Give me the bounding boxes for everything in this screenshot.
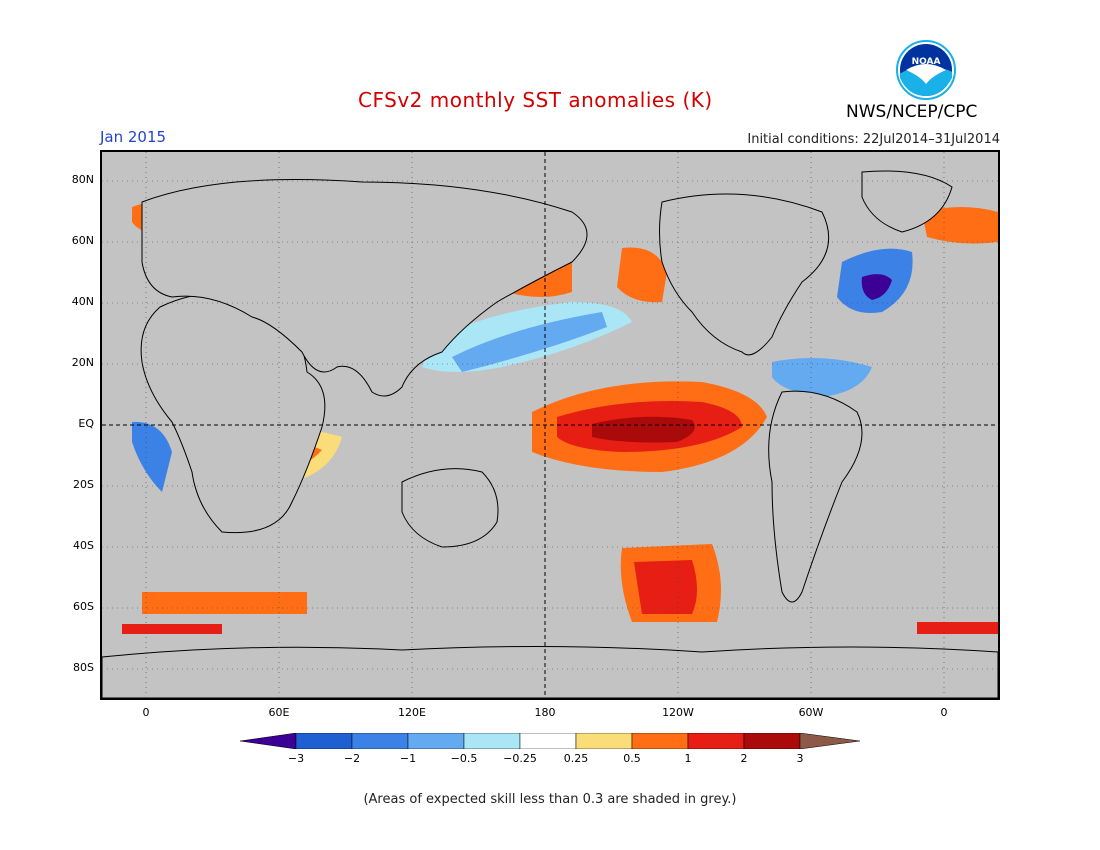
colorbar-label-2: 2 [740, 752, 748, 765]
lat-label-40n: 40N [71, 295, 94, 308]
colorbar-segment-gt-3 [799, 733, 861, 749]
sst-anomaly-map [100, 150, 1000, 700]
continent-greenland [861, 170, 953, 233]
lat-label-eq: EQ [78, 417, 94, 430]
lon-label-0: 0 [142, 706, 150, 719]
colorbar-label-neg0-25: −0.25 [503, 752, 537, 765]
colorbar-segment-0.5-1 [631, 733, 689, 749]
lon-label-0-east: 0 [940, 706, 948, 719]
forecast-month: Jan 2015 [100, 128, 167, 146]
colorbar-segment--1--0.5 [407, 733, 465, 749]
continent-eurasia [141, 179, 588, 397]
initial-conditions: Initial conditions: 22Jul2014–31Jul2014 [747, 132, 1000, 147]
graticule [102, 152, 998, 698]
continent-antarctica [102, 645, 998, 698]
anomaly-north-pacific-warm-east [617, 247, 667, 303]
anomaly-nw-pacific-blue [452, 312, 607, 372]
anomaly-south-indian-red [122, 624, 222, 634]
colorbar [240, 733, 861, 749]
lon-label-120w: 120W [662, 706, 694, 719]
continent-australia [401, 468, 499, 548]
lat-label-80s: 80S [73, 661, 94, 674]
colorbar-segment-2-3 [743, 733, 801, 749]
colorbar-label-neg0-5: −0.5 [450, 752, 478, 765]
colorbar-segment--2--1 [351, 733, 409, 749]
lon-label-120e: 120E [398, 706, 426, 719]
logo-text: NOAA [912, 57, 941, 67]
lat-label-20n: 20N [71, 356, 94, 369]
colorbar-segment-lt-3 [240, 733, 297, 749]
map-canvas [102, 152, 998, 698]
colorbar-segment-0.25-0.5 [575, 733, 633, 749]
lat-label-20s: 20S [73, 478, 94, 491]
skill-footnote: (Areas of expected skill less than 0.3 a… [363, 792, 737, 807]
lat-label-60s: 60S [73, 600, 94, 613]
colorbar-label-neg2: −2 [343, 752, 361, 765]
anomaly-tropical-atlantic-cool [772, 358, 872, 397]
anomaly-eq-pacific-core [592, 416, 695, 443]
colorbar-label-0-5: 0.5 [623, 752, 641, 765]
lon-label-60e: 60E [268, 706, 290, 719]
lon-label-180: 180 [534, 706, 556, 719]
map-title: CFSv2 monthly SST anomalies (K) [358, 88, 713, 112]
anomaly-south-pacific-hot [634, 560, 697, 614]
lat-label-40s: 40S [73, 539, 94, 552]
noaa-logo-icon: NOAA [896, 40, 956, 100]
colorbar-segment-1-2 [687, 733, 745, 749]
anomaly-south-atlantic-red [917, 622, 998, 634]
colorbar-segment--0.5--0.25 [463, 733, 521, 749]
reference-lines [102, 152, 998, 698]
lon-label-60w: 60W [798, 706, 824, 719]
colorbar-label-neg3: −3 [287, 752, 305, 765]
colorbar-segment--3--2 [295, 733, 353, 749]
anomaly-sw-africa-cool [132, 421, 172, 492]
colorbar-label-0-25: 0.25 [563, 752, 589, 765]
colorbar-label-1: 1 [684, 752, 692, 765]
continent-north-america [659, 193, 830, 356]
colorbar-segment--0.25-0.25 [519, 733, 577, 749]
anomaly-arctic-warm [922, 207, 998, 244]
continent-south-america [768, 390, 863, 603]
lat-label-60n: 60N [71, 234, 94, 247]
colorbar-label-3: 3 [796, 752, 804, 765]
anomaly-south-indian-warm [142, 592, 307, 614]
anomaly-north-atlantic-core [861, 274, 892, 300]
lat-label-80n: 80N [71, 173, 94, 186]
agency-name: NWS/NCEP/CPC [846, 102, 978, 122]
colorbar-label-neg1: −1 [399, 752, 417, 765]
